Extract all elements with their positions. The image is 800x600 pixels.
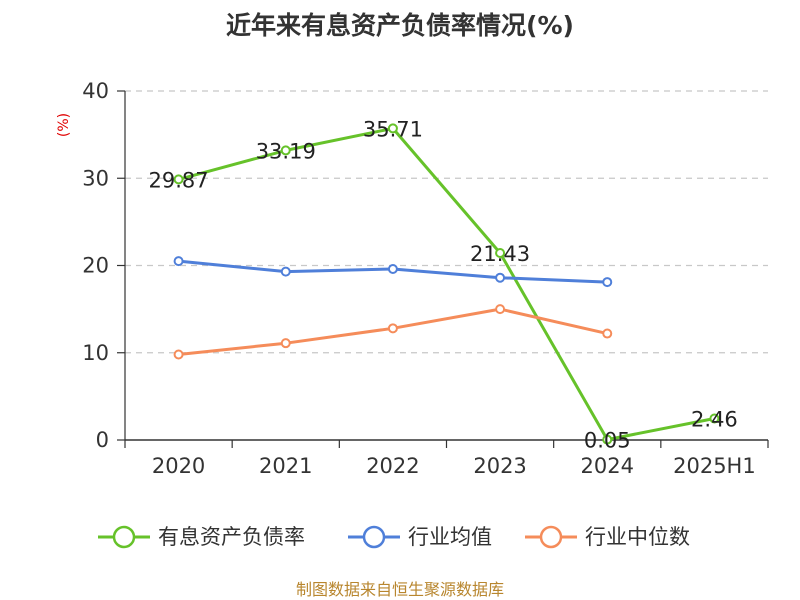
grid-lines (125, 90, 768, 354)
legend-marker-1 (362, 525, 386, 549)
data-label-0-5: 2.46 (691, 408, 738, 432)
data-point-2-1[interactable] (280, 338, 291, 349)
data-point-2-0[interactable] (173, 349, 184, 360)
chart-title: 近年来有息资产负债率情况(%) (226, 11, 574, 40)
data-point-2-2[interactable] (387, 323, 398, 334)
x-tick-label-2023: 2023 (473, 454, 526, 478)
data-point-0-3[interactable] (495, 248, 506, 259)
data-point-0-4[interactable] (602, 434, 613, 445)
legend-label-2: 行业中位数 (585, 525, 690, 549)
data-point-0-0[interactable] (173, 174, 184, 185)
legend[interactable]: 有息资产负债率 行业均值 行业中位数 (98, 525, 690, 549)
y-tick-label-0: 0 (96, 428, 109, 452)
series-line-0 (177, 126, 716, 442)
data-point-0-2[interactable] (387, 123, 398, 134)
series-1 (173, 256, 613, 288)
y-tick-label-40: 40 (82, 79, 109, 103)
data-point-0-1[interactable] (280, 145, 291, 156)
axes (117, 90, 769, 448)
legend-label-1: 行业均值 (408, 525, 492, 549)
y-tick-label-20: 20 (82, 254, 109, 278)
plot-area: 29.87 33.19 35.71 21.43 0.05 2.46 (149, 117, 738, 452)
legend-marker-2 (539, 525, 563, 549)
y-axis-unit: (%) (56, 113, 72, 137)
data-label-0-3: 21.43 (470, 242, 530, 266)
series-2 (173, 304, 613, 360)
legend-item-1[interactable]: 行业均值 (348, 525, 492, 549)
y-tick-label-10: 10 (82, 341, 109, 365)
legend-item-2[interactable]: 行业中位数 (525, 525, 690, 549)
data-point-2-4[interactable] (602, 328, 613, 339)
data-point-1-3[interactable] (495, 272, 506, 283)
legend-item-0[interactable]: 有息资产负债率 (98, 525, 305, 549)
x-tick-label-2025H1: 2025H1 (673, 454, 756, 478)
data-label-0-4: 0.05 (584, 429, 631, 453)
x-tick-label-2020: 2020 (152, 454, 205, 478)
data-label-0-2: 35.71 (363, 117, 423, 141)
x-tick-label-2024: 2024 (581, 454, 634, 478)
x-tick-label-2021: 2021 (259, 454, 312, 478)
data-point-2-3[interactable] (495, 304, 506, 315)
data-point-1-1[interactable] (280, 266, 291, 277)
data-point-1-4[interactable] (602, 277, 613, 288)
series-0: 29.87 33.19 35.71 21.43 0.05 2.46 (149, 117, 738, 452)
data-point-1-2[interactable] (387, 263, 398, 274)
data-point-1-0[interactable] (173, 256, 184, 267)
y-tick-label-30: 30 (82, 166, 109, 190)
tick-labels: 0 10 20 30 40 2020 2021 2022 2023 2024 2025H1 (82, 79, 755, 478)
data-label-0-0: 29.87 (149, 168, 209, 192)
data-point-0-5[interactable] (709, 413, 720, 424)
legend-marker-0 (112, 525, 136, 549)
legend-label-0: 有息资产负债率 (158, 525, 305, 549)
data-label-0-1: 33.19 (256, 139, 316, 163)
x-tick-label-2022: 2022 (366, 454, 419, 478)
source-note: 制图数据来自恒生聚源数据库 (296, 580, 504, 599)
